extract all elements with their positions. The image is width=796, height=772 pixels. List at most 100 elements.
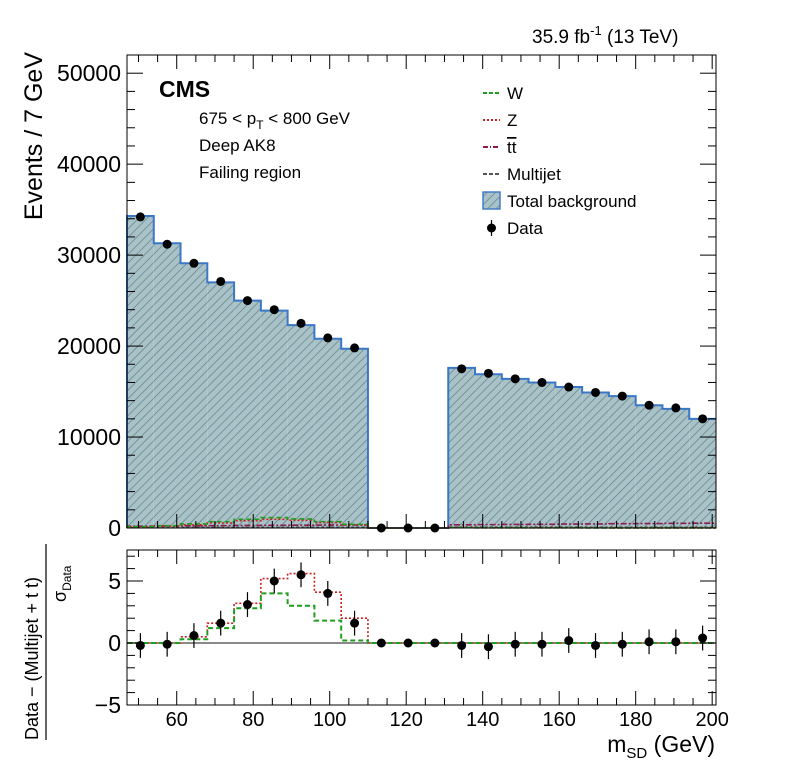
legend-label: Z [507,111,517,130]
background-bar [448,367,476,528]
legend-label: Data [507,219,543,238]
legend-entry: Z [483,111,517,130]
legend-label: tt [507,138,517,157]
tagger-label: Deep AK8 [199,136,276,155]
background-bar [260,310,288,528]
ratio-y-tick-label: −5 [95,692,121,718]
pt-range-label: 675 < pT < 800 GeV [199,109,351,132]
legend-entry: tt [483,138,517,157]
ratio-data-point [483,642,493,652]
background-bar [635,405,663,528]
legend-swatch-marker [487,223,496,233]
region-label: Failing region [199,163,301,182]
background-bar [528,382,556,528]
data-point [483,368,493,378]
data-point [162,239,172,249]
ratio-y-numerator: Data − (Multijet + t t) [22,577,42,740]
data-point [510,374,520,384]
ratio-data-point [671,637,681,647]
background-bar [475,374,502,528]
ratio-x-tick-label: 160 [543,709,576,731]
lumi-label: 35.9 fb-1 (13 TeV) [532,23,678,48]
ratio-data-point [698,633,708,643]
ratio-plot-content [127,562,716,660]
ratio-data-point [269,576,279,586]
ratio-data-point [430,638,440,648]
ratio-data-point [564,636,574,646]
legend-label: W [507,84,523,103]
ratio-z-line [127,572,716,644]
data-point [564,382,574,392]
y-tick-label: 20000 [57,333,121,359]
data-point [671,403,681,413]
background-bar [314,338,342,528]
ratio-x-axis-label: mSD (GeV) [607,731,715,762]
background-bar [180,263,208,528]
ratio-data-point [457,640,467,650]
background-bar [287,325,315,528]
ratio-y-denominator: σData [50,565,74,602]
ratio-data-point [376,638,386,648]
ratio-data-point [216,618,226,628]
ratio-data-point [135,640,145,650]
ratio-axes: −5 0 5 60 80 100 120 140 160 180 200 [95,550,729,731]
ratio-x-tick-label: 200 [695,709,728,731]
data-point [350,343,360,353]
ratio-data-point [617,639,627,649]
data-point [269,305,279,315]
legend-entry: W [483,84,523,103]
data-point [323,333,333,343]
ratio-y-tick-label: 5 [108,568,121,594]
ratio-w-line [127,592,716,644]
ratio-data-point [162,639,172,649]
y-tick-label: 10000 [57,424,121,450]
data-point [698,414,708,424]
background-bar [662,408,690,528]
data-point [644,400,654,410]
y-tick-label: 0 [108,515,121,541]
data-point [216,276,226,286]
legend-entry: Data [487,219,543,238]
main-axes: 0 10000 20000 30000 40000 50000 [57,55,716,541]
ratio-x-tick-label: 80 [242,709,264,731]
ratio-data-point [537,639,547,649]
background-bar [582,392,609,528]
background-bar [234,300,261,528]
ratio-data-point [323,588,333,598]
ratio-data-point [403,638,413,648]
main-panel: 0 10000 20000 30000 40000 50000 Events / 7 Ge… [20,52,717,541]
ratio-x-tick-label: 60 [166,709,188,731]
data-point [242,296,252,306]
ratio-x-tick-label: 140 [466,709,499,731]
data-point [189,258,199,268]
main-y-axis-label: Events / 7 GeV [20,52,48,220]
data-point [135,212,145,222]
background-bar [555,387,583,528]
ratio-frame [126,549,717,706]
cms-label: CMS [159,76,210,102]
data-point [457,364,467,374]
legend-swatch-total [482,191,501,210]
ratio-data-point [591,640,601,650]
background-bar [341,348,368,528]
background-bar [207,282,235,528]
y-tick-label: 30000 [57,242,121,268]
legend-label: Multijet [507,165,561,184]
ratio-data-point [296,570,306,580]
ratio-y-tick-label: 0 [108,630,121,656]
background-bar [608,396,636,528]
y-tick-label: 40000 [57,151,121,177]
data-point [617,391,627,401]
data-point [591,387,601,397]
ratio-x-tick-label: 120 [390,709,423,731]
background-bar [127,216,154,528]
data-point [296,318,306,328]
ratio-data-point [242,600,252,610]
ratio-data-point [350,618,360,628]
legend-entry: Multijet [483,165,561,184]
y-tick-label: 50000 [57,60,121,86]
ratio-panel: −5 0 5 60 80 100 120 140 160 180 200 mSD (GeV) Dat… [22,544,729,762]
legend-label: Total background [507,192,636,211]
